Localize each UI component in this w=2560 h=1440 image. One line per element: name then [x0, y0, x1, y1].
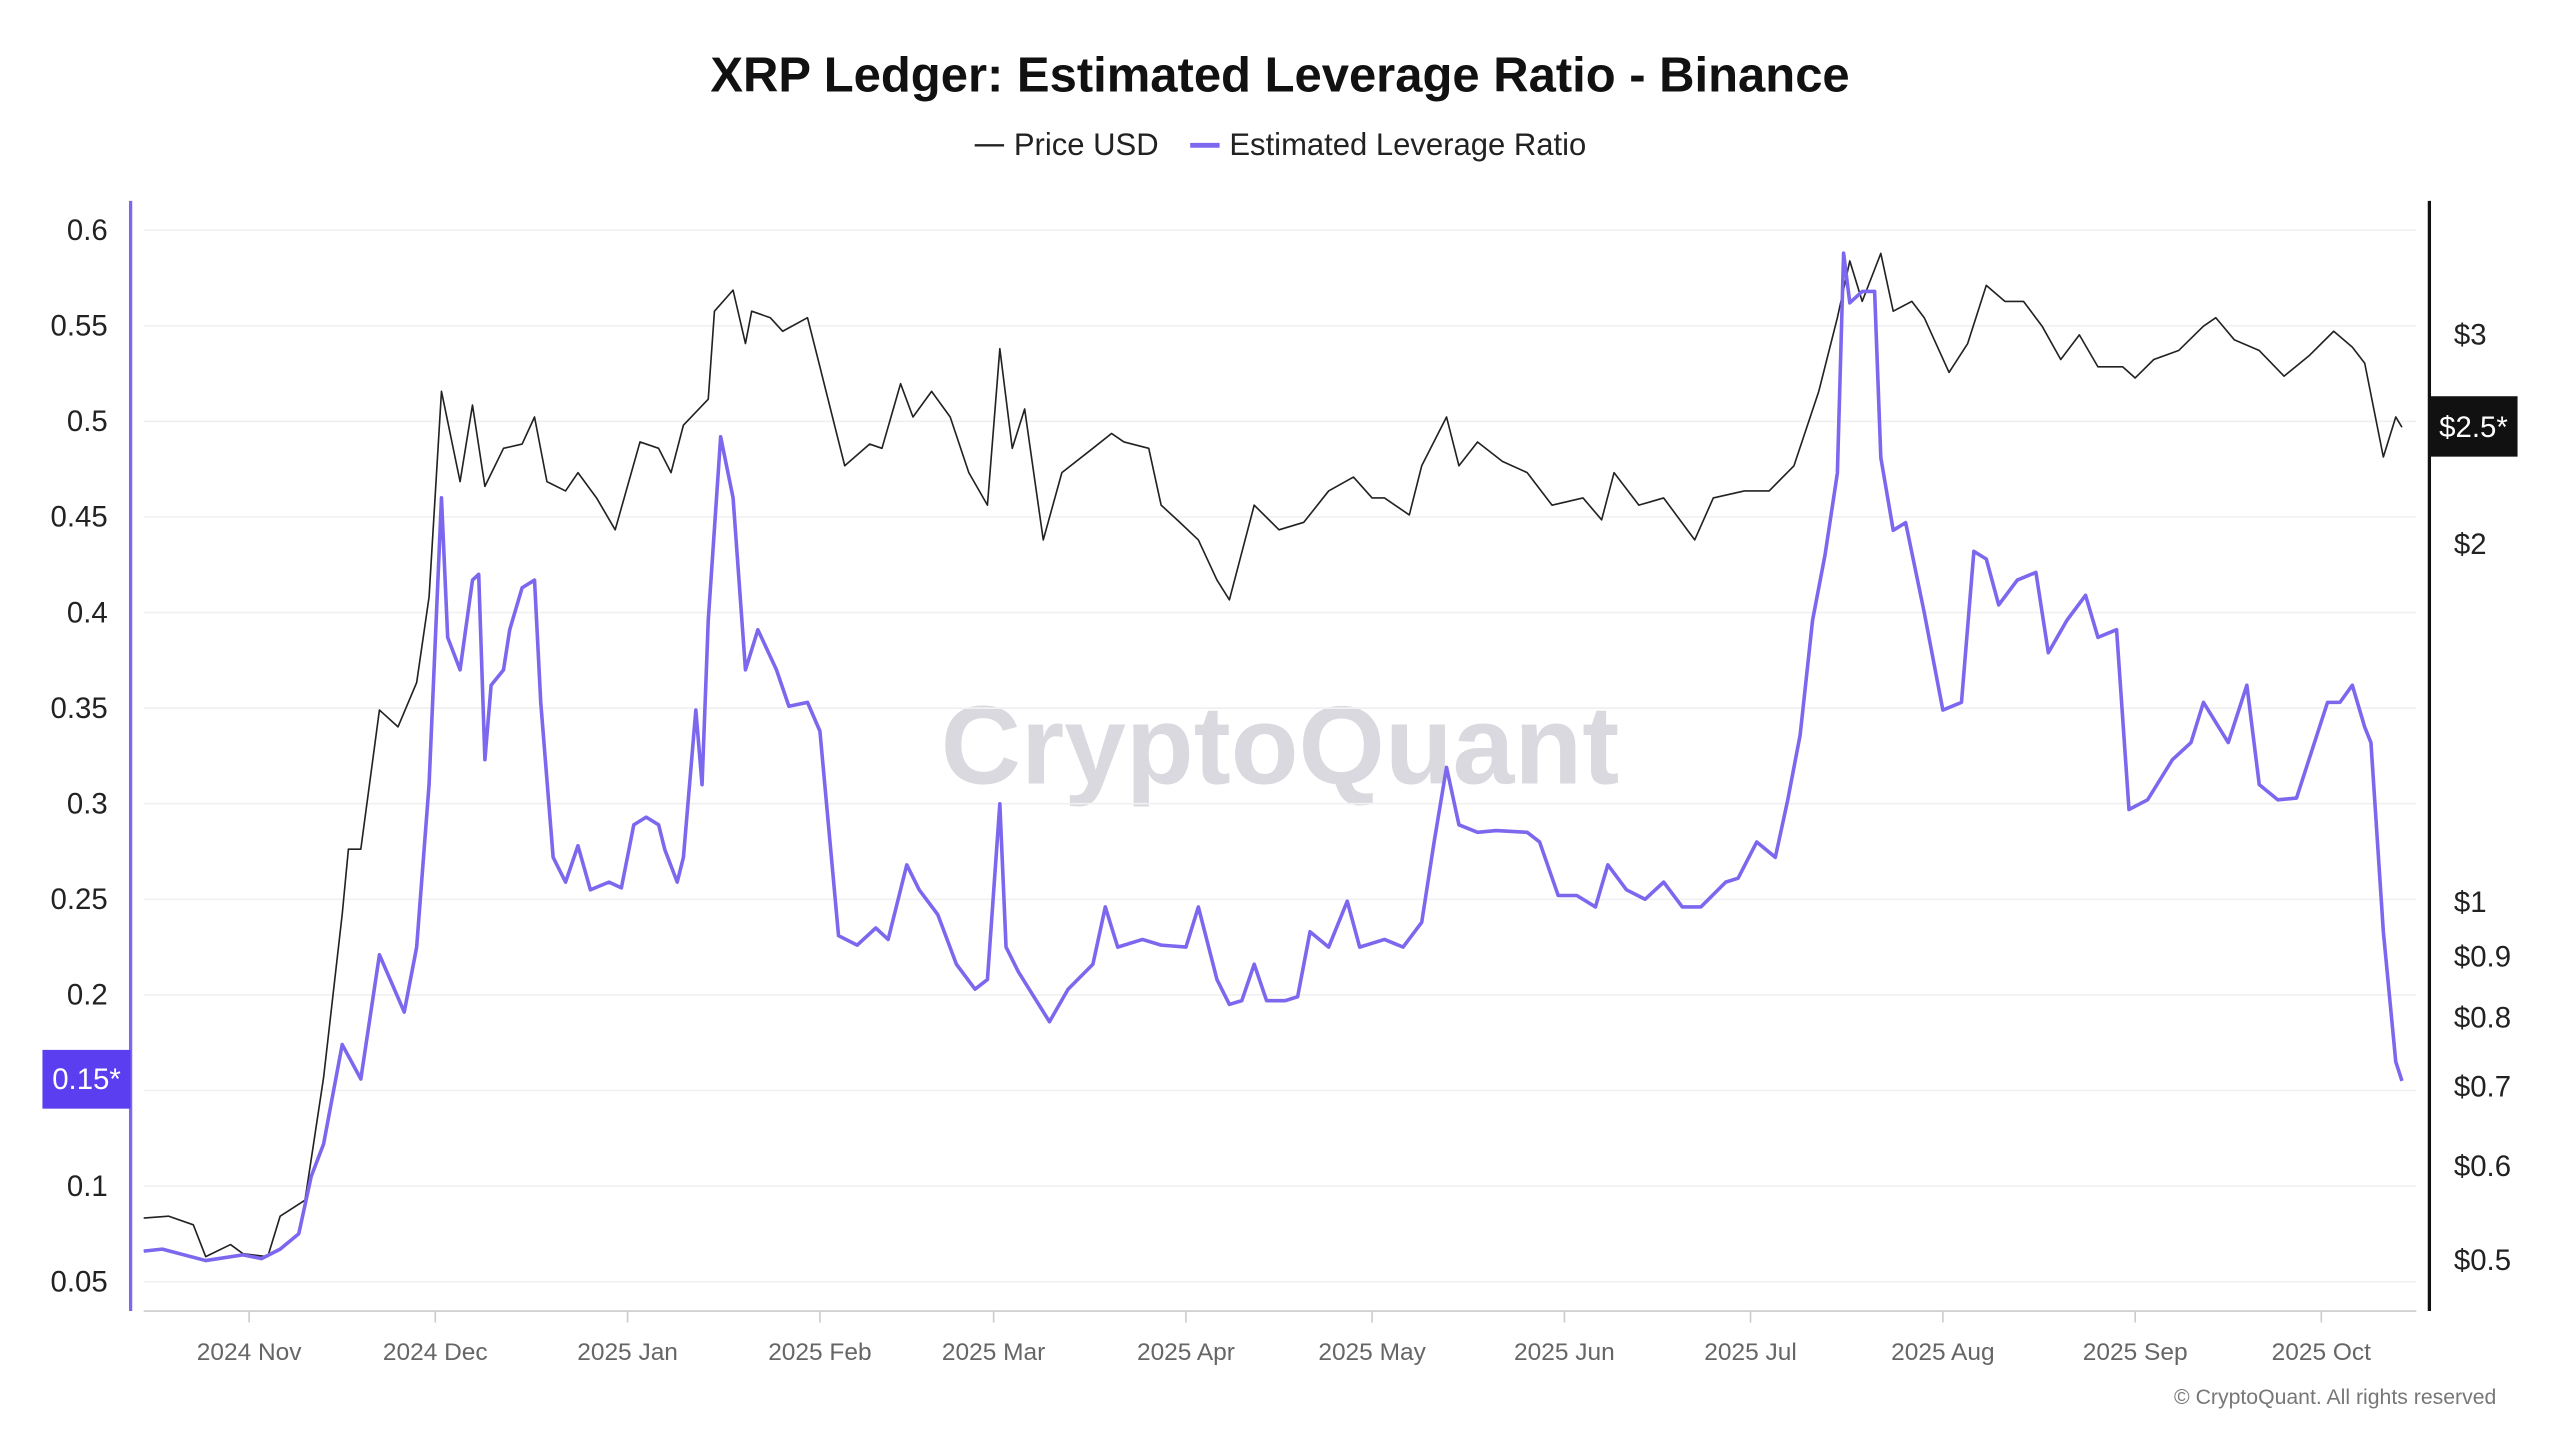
y-left-tick-label: 0.6 — [67, 214, 108, 247]
axes — [128, 200, 2432, 1312]
x-tick-label: 2025 Jul — [1704, 1339, 1797, 1366]
current-value-markers: 0.15* $2.5* — [42, 396, 2518, 1109]
y-left-tick-label: 0.35 — [51, 692, 108, 725]
x-tick-label: 2025 Sep — [2083, 1339, 2188, 1366]
marker-label: 0.15* — [52, 1063, 121, 1096]
x-tick-label: 2025 Feb — [768, 1339, 871, 1366]
y-left-tick-label: 0.45 — [51, 501, 108, 534]
copyright: © CryptoQuant. All rights reserved — [2174, 1386, 2496, 1409]
legend: Price USD Estimated Leverage Ratio — [974, 127, 1586, 162]
price-current-marker: $2.5* — [2429, 396, 2518, 457]
leverage-current-marker: 0.15* — [42, 1049, 131, 1109]
x-tick-label: 2025 Aug — [1891, 1339, 1994, 1366]
y-left-tick-label: 0.1 — [67, 1170, 108, 1203]
x-tick-label: 2025 Apr — [1137, 1339, 1235, 1366]
x-tick-label: 2025 Jun — [1514, 1339, 1615, 1366]
chart-title: XRP Ledger: Estimated Leverage Ratio - B… — [710, 48, 1849, 102]
y-right-tick-label: $0.9 — [2454, 941, 2511, 974]
marker-label: $2.5* — [2439, 411, 2508, 444]
y-left-tick-label: 0.3 — [67, 788, 108, 821]
gridlines — [143, 229, 2417, 1283]
y-right-tick-label: $0.8 — [2454, 1001, 2511, 1034]
marker-box — [42, 1049, 131, 1109]
x-tick-label: 2024 Dec — [383, 1339, 488, 1366]
tick-labels: 0.6 0.55 0.5 0.45 0.4 0.35 0.3 0.25 0.2 0.1 0.05 $3… — [51, 214, 2511, 1366]
watermark: CryptoQuant — [941, 683, 1619, 808]
y-left-tick-label: 0.2 — [67, 979, 108, 1012]
price-usd-line — [143, 252, 2403, 1258]
marker-box — [2429, 396, 2518, 457]
y-right-tick-label: $0.5 — [2454, 1244, 2511, 1277]
y-left-tick-label: 0.4 — [67, 596, 108, 629]
legend-leverage[interactable]: Estimated Leverage Ratio — [1229, 127, 1586, 162]
y-left-tick-label: 0.05 — [51, 1265, 108, 1298]
y-right-tick-label: $0.7 — [2454, 1070, 2511, 1103]
leverage-ratio-line — [143, 251, 2404, 1263]
y-right-tick-label: $1 — [2454, 886, 2487, 919]
y-left-tick-label: 0.55 — [51, 310, 108, 343]
x-tick-label: 2025 Jan — [577, 1339, 678, 1366]
x-tick-label: 2024 Nov — [197, 1339, 303, 1366]
y-right-tick-label: $0.6 — [2454, 1150, 2511, 1183]
x-tick-label: 2025 Mar — [942, 1339, 1045, 1366]
y-right-tick-label: $3 — [2454, 318, 2487, 351]
series-lines — [143, 251, 2404, 1263]
x-tick-label: 2025 Oct — [2272, 1339, 2371, 1366]
y-left-tick-label: 0.5 — [67, 405, 108, 438]
legend-price[interactable]: Price USD — [1014, 127, 1159, 162]
y-right-tick-label: $2 — [2454, 528, 2487, 561]
x-tick-label: 2025 May — [1318, 1339, 1426, 1366]
y-left-tick-label: 0.25 — [51, 883, 108, 916]
